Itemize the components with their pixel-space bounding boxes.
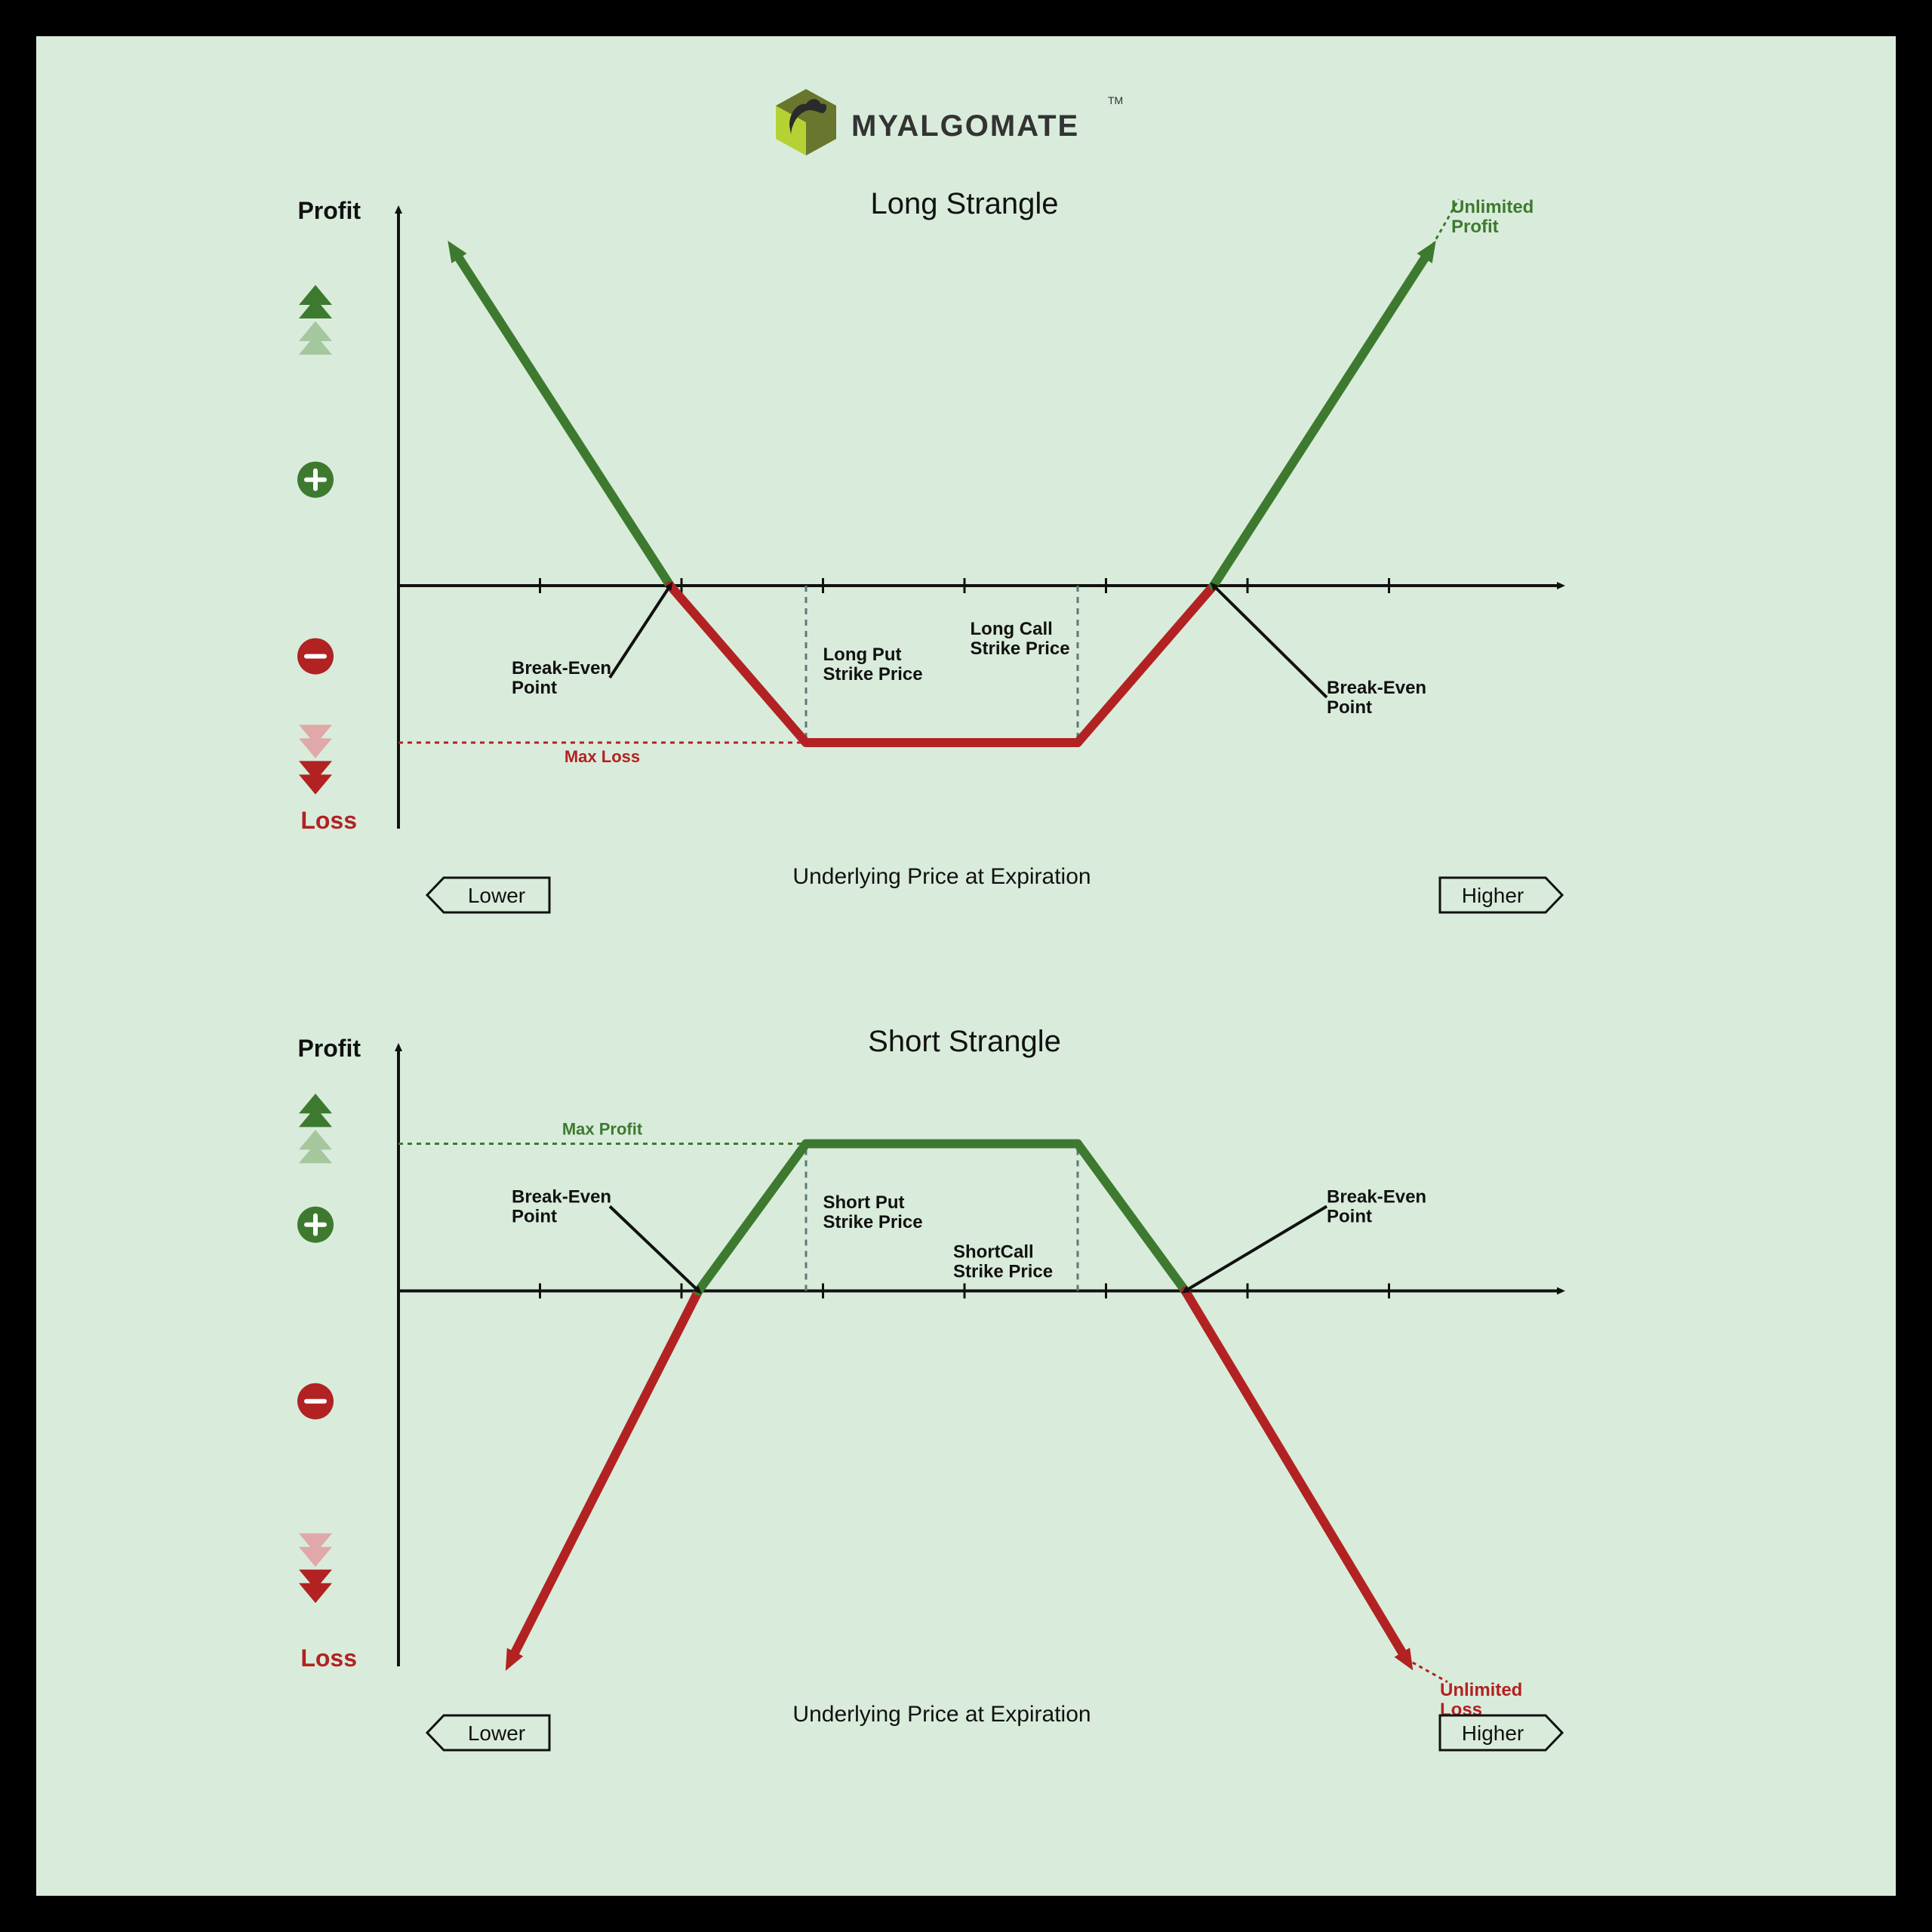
annotation-arrow xyxy=(1186,1207,1327,1291)
x-axis-label: Underlying Price at Expiration xyxy=(792,864,1091,889)
annotation-arrow xyxy=(610,1207,699,1291)
annotation: ShortCallStrike Price xyxy=(953,1242,1053,1282)
axis-arrow-icon xyxy=(299,774,332,794)
chart-title: Short Strangle xyxy=(868,1025,1061,1058)
annotation: Short PutStrike Price xyxy=(823,1192,923,1232)
outer-frame: MYALGOMATE TM Long Strangle Profit Loss Max L… xyxy=(0,0,1932,1932)
annotation-text: Short Put xyxy=(823,1192,905,1213)
annotation-text: Point xyxy=(512,1207,557,1227)
annotation: UnlimitedLoss xyxy=(1406,1659,1522,1720)
annotation: UnlimitedProfit xyxy=(1429,197,1534,252)
annotation-text: Break-Even xyxy=(1327,1187,1426,1208)
annotation-text: Break-Even xyxy=(1327,678,1426,698)
payoff-segment xyxy=(1078,1144,1186,1291)
x-axis-label: Underlying Price at Expiration xyxy=(792,1702,1091,1727)
annotation-text: Point xyxy=(512,678,557,698)
annotation-text: ShortCall xyxy=(953,1242,1034,1263)
annotation-text: Strike Price xyxy=(823,1212,923,1232)
annotation: Break-EvenPoint xyxy=(512,586,670,698)
maxline-label: Max Profit xyxy=(562,1120,643,1139)
brand-name: MYALGOMATE xyxy=(851,109,1079,143)
chart-title: Long Strangle xyxy=(870,187,1058,220)
inner-canvas: MYALGOMATE TM Long Strangle Profit Loss Max L… xyxy=(36,36,1896,1896)
maxline-label: Max Loss xyxy=(565,747,640,766)
payoff-segment xyxy=(1186,1291,1407,1660)
brand-logo: MYALGOMATE TM xyxy=(776,89,1123,155)
annotation-text: Long Put xyxy=(823,645,902,665)
annotation: Break-EvenPoint xyxy=(1214,586,1426,718)
payoff-segment xyxy=(699,1144,807,1291)
annotation-text: Loss xyxy=(1440,1700,1482,1720)
direction-label: Lower xyxy=(468,1721,525,1745)
annotation-text: Strike Price xyxy=(971,638,1070,659)
annotation-text: Break-Even xyxy=(512,1187,611,1208)
payoff-segment xyxy=(1078,586,1214,743)
axis-arrow-icon xyxy=(299,1583,332,1603)
annotation: Break-EvenPoint xyxy=(512,1187,699,1291)
direction-label: Higher xyxy=(1462,1721,1524,1745)
direction-label: Higher xyxy=(1462,884,1524,907)
annotation-text: Profit xyxy=(1451,217,1499,237)
brand-tm: TM xyxy=(1108,94,1123,106)
annotation: Long CallStrike Price xyxy=(971,619,1070,659)
annotation: Long PutStrike Price xyxy=(823,645,923,685)
diagram-svg: MYALGOMATE TM Long Strangle Profit Loss Max L… xyxy=(36,36,1896,1896)
annotation-text: Long Call xyxy=(971,619,1053,639)
annotation-text: Unlimited xyxy=(1440,1680,1522,1700)
annotation-arrow xyxy=(610,586,670,678)
annotation-text: Break-Even xyxy=(512,658,611,678)
annotation-text: Unlimited xyxy=(1451,197,1534,217)
axis-arrow-icon xyxy=(299,738,332,758)
direction-label: Lower xyxy=(468,884,525,907)
axis-arrow-icon xyxy=(299,1547,332,1567)
loss-label: Loss xyxy=(300,807,357,834)
payoff-segment xyxy=(670,586,806,743)
profit-label: Profit xyxy=(297,1035,361,1062)
annotation-text: Point xyxy=(1327,697,1372,718)
profit-label: Profit xyxy=(297,197,361,224)
annotation-arrow xyxy=(1214,586,1327,697)
annotation-text: Point xyxy=(1327,1207,1372,1227)
loss-label: Loss xyxy=(300,1644,357,1672)
payoff-segment xyxy=(512,1291,699,1660)
payoff-segment xyxy=(455,252,670,586)
unlimited-dash xyxy=(1406,1659,1447,1682)
payoff-segment xyxy=(1214,252,1429,586)
annotation-text: Strike Price xyxy=(823,664,923,685)
annotation: Break-EvenPoint xyxy=(1186,1187,1427,1291)
annotation-text: Strike Price xyxy=(953,1262,1053,1282)
